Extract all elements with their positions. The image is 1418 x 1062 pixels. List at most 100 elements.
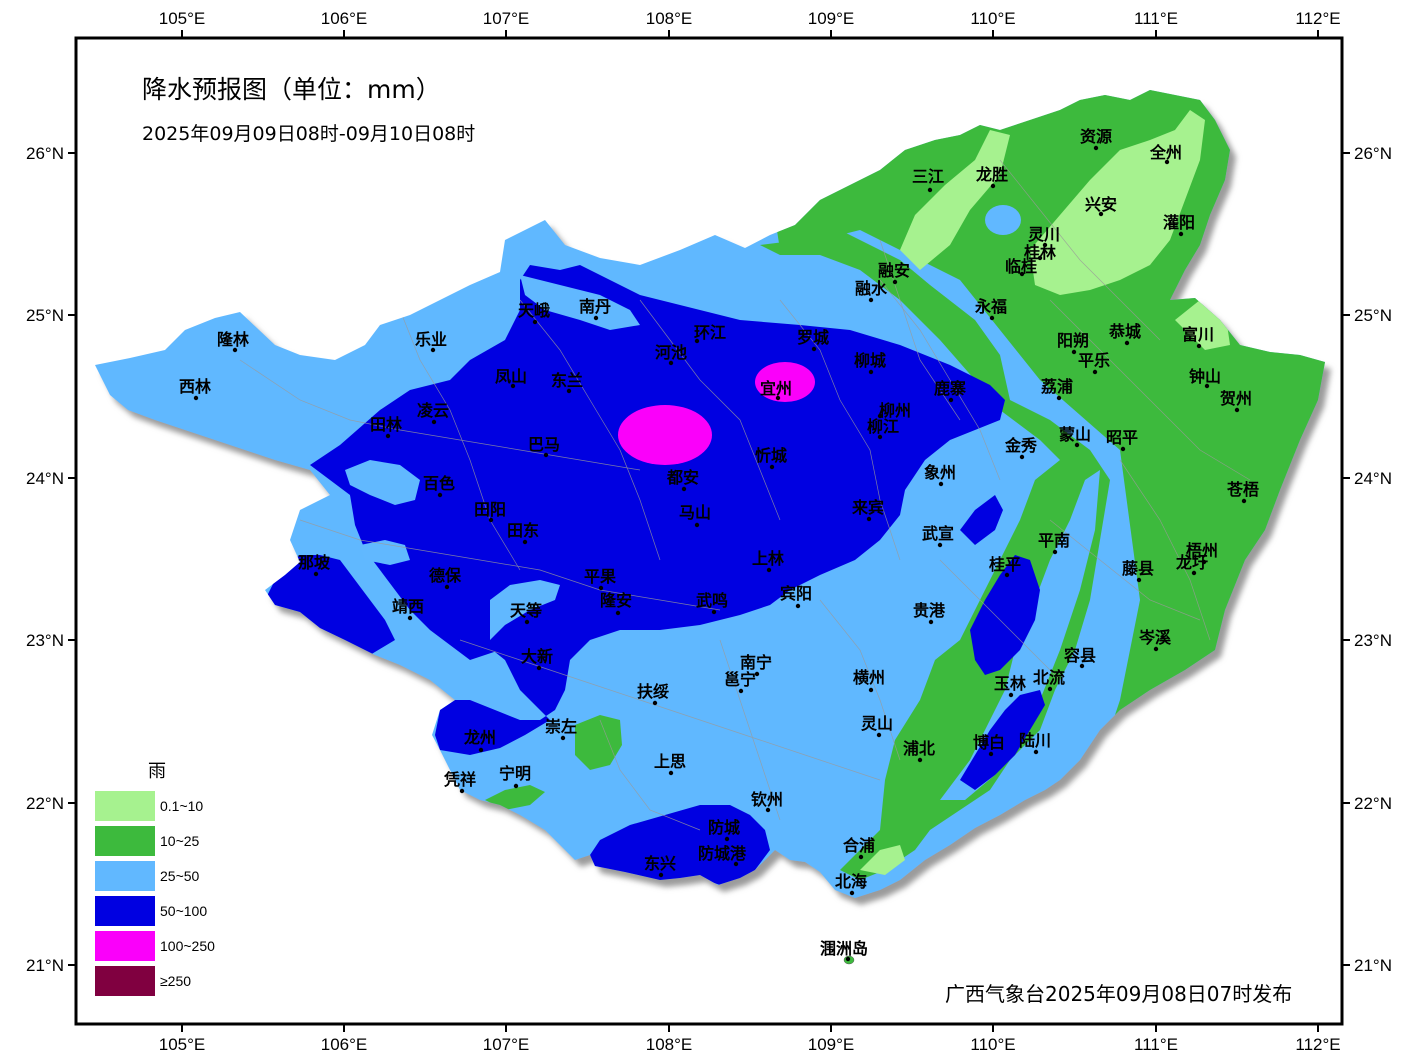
city-label: 博白: [973, 733, 1005, 752]
city-dot: [598, 585, 604, 591]
city-dot: [724, 836, 730, 842]
city-marker: 岑溪: [1138, 628, 1172, 652]
city-label: 鹿寨: [934, 379, 966, 398]
forecast-period: 2025年09月09日08时-09月10日08时: [142, 123, 475, 145]
city-marker: 大新: [521, 647, 553, 671]
city-label: 岑溪: [1138, 628, 1172, 647]
lon-tick-label: 106°E: [321, 1035, 368, 1054]
city-label: 北流: [1033, 668, 1065, 687]
rain-zone-0-10-north: [900, 130, 1010, 270]
city-label: 荔浦: [1040, 377, 1073, 396]
city-marker: 来宾: [851, 498, 884, 522]
lat-tick-label: 26°N: [26, 144, 64, 163]
city-label: 宾阳: [780, 584, 812, 603]
city-label: 蒙山: [1059, 425, 1091, 444]
city-marker: 象州: [924, 463, 956, 487]
lon-tick-label: 109°E: [808, 1035, 855, 1054]
city-dot: [1120, 446, 1126, 452]
city-label: 百色: [423, 474, 455, 493]
city-label: 天等: [510, 601, 542, 620]
city-dot: [1124, 340, 1130, 346]
city-label: 象州: [924, 463, 956, 482]
city-marker: 马山: [679, 503, 711, 528]
rain-zone-50-100-jingxi: [350, 495, 500, 660]
city-dot: [385, 433, 391, 439]
rain-zone-50-100-coast: [590, 805, 770, 885]
city-label: 龙胜: [975, 165, 1008, 184]
city-marker: 三江: [912, 167, 944, 193]
city-label: 北海: [835, 872, 867, 891]
city-marker: 灵山: [861, 714, 893, 738]
city-dot: [1164, 159, 1170, 165]
city-marker: 凭祥: [443, 770, 476, 794]
lon-tick-label: 110°E: [970, 1035, 1015, 1054]
city-label: 钟山: [1189, 367, 1221, 386]
city-dot: [652, 700, 658, 706]
city-marker: 灌阳: [1163, 213, 1195, 237]
rain-zone-50-100-guiping: [970, 555, 1040, 675]
city-label: 全州: [1149, 143, 1182, 162]
city-dot: [431, 419, 437, 425]
city-marker: 横州: [853, 668, 885, 693]
city-label: 玉林: [994, 674, 1026, 693]
city-dot: [1079, 663, 1085, 669]
city-dot: [877, 413, 883, 419]
rain-zone-25-50-guilin: [985, 205, 1021, 235]
city-marker: 桂平: [988, 555, 1021, 578]
axis-ticks: [68, 30, 1350, 1032]
city-label: 忻城: [755, 446, 787, 465]
city-label: 龙州: [463, 728, 496, 747]
city-label: 凭祥: [443, 770, 476, 789]
city-marker: 那坡: [298, 553, 331, 577]
city-marker: 上思: [654, 752, 686, 776]
rain-zone-50-100-bobai: [960, 690, 1045, 790]
city-marker: 金秀: [1004, 436, 1037, 460]
lon-tick-label: 108°E: [646, 9, 693, 28]
city-label: 防城港: [698, 844, 747, 863]
city-marker: 南丹: [579, 297, 611, 321]
city-label: 田阳: [474, 500, 506, 519]
city-dot: [937, 542, 943, 548]
city-label: 隆林: [217, 330, 249, 349]
legend-swatch: [95, 966, 155, 996]
city-dot: [1241, 498, 1247, 504]
city-label: 宁明: [499, 764, 531, 783]
city-dot: [522, 539, 528, 545]
city-dot: [1042, 242, 1048, 248]
city-dot: [711, 609, 717, 615]
city-marker: 藤县: [1122, 559, 1154, 583]
lat-tick-label: 25°N: [1354, 306, 1392, 325]
city-dot: [766, 567, 772, 573]
city-label: 钦州: [751, 790, 783, 809]
city-dot: [407, 615, 413, 621]
city-dot: [1033, 749, 1039, 755]
city-label: 马山: [679, 503, 711, 522]
city-marker: 百色: [423, 474, 455, 498]
city-dot: [560, 735, 566, 741]
city-dot: [668, 770, 674, 776]
city-marker: 柳江: [867, 417, 899, 440]
city-dot: [733, 861, 739, 867]
lon-tick-label: 112°E: [1295, 1035, 1340, 1054]
city-dot: [694, 338, 700, 344]
city-dot: [668, 360, 674, 366]
city-dot: [615, 610, 621, 616]
city-label: 东兴: [644, 854, 676, 873]
rain-zone-0-10-guilin: [1030, 110, 1205, 295]
city-marker: 武鸣: [696, 591, 728, 615]
city-dot: [877, 434, 883, 440]
city-dot: [1201, 559, 1207, 565]
lon-ticks-bottom: 105°E 106°E 107°E 108°E 109°E 110°E 111°E 112°E: [159, 1035, 1341, 1054]
city-dot: [866, 516, 872, 522]
rain-zone-50-100-wuxuan: [960, 495, 1003, 545]
city-label: 田东: [507, 521, 539, 540]
city-marker: 富川: [1182, 325, 1214, 349]
legend-swatch: [95, 861, 155, 891]
lat-tick-label: 25°N: [26, 306, 64, 325]
legend-label: 0.1~10: [160, 798, 203, 814]
city-marker: 乐业: [415, 330, 447, 353]
city-dot: [876, 732, 882, 738]
city-marker: 忻城: [755, 446, 787, 470]
city-marker: 陆川: [1019, 731, 1051, 755]
